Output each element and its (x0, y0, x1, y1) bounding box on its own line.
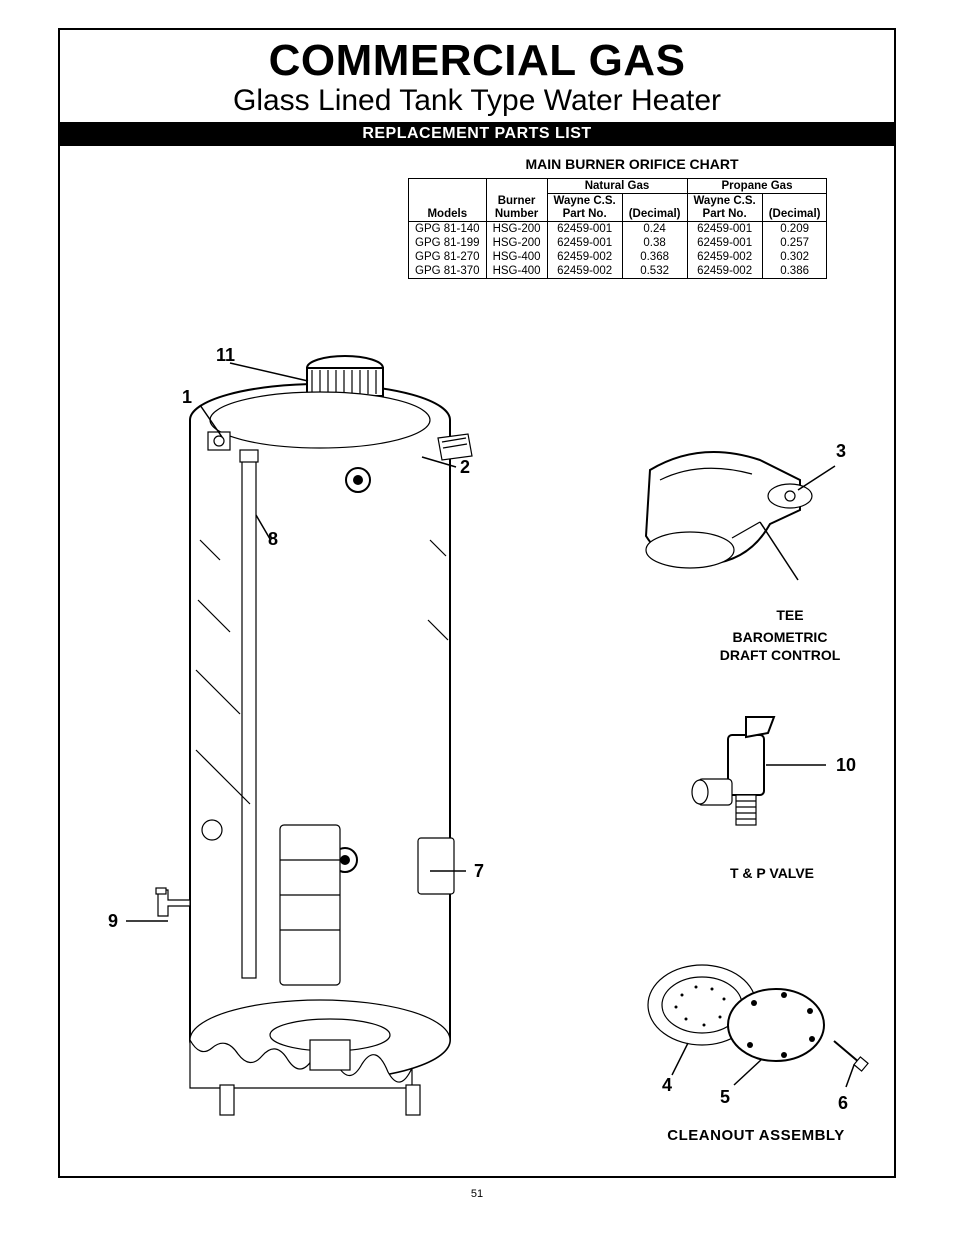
label-baro1: BAROMETRIC (680, 629, 880, 645)
title-sub: Glass Lined Tank Type Water Heater (60, 84, 894, 118)
label-tee: TEE (760, 607, 820, 623)
label-tpvalve: T & P VALVE (672, 865, 872, 881)
page-number: 51 (60, 1188, 894, 1200)
callout-8: 8 (268, 529, 278, 550)
callout-9: 9 (108, 911, 118, 932)
callout-7: 7 (474, 861, 484, 882)
callout-2: 2 (460, 457, 470, 478)
callout-4: 4 (662, 1075, 672, 1096)
label-baro2: DRAFT CONTROL (680, 647, 880, 663)
callout-3: 3 (836, 441, 846, 462)
label-cleanout: CLEANOUT ASSEMBLY (626, 1127, 886, 1144)
callout-6: 6 (838, 1093, 848, 1114)
main-leaders (60, 205, 898, 1185)
section-bar: REPLACEMENT PARTS LIST (60, 122, 894, 146)
col-group-natgas: Natural Gas (547, 179, 687, 194)
title-main: COMMERCIAL GAS (60, 36, 894, 86)
diagram-area: 1 2 3 4 5 6 7 8 9 10 11 TEE BAROMETRIC D… (60, 205, 894, 1176)
chart-title: MAIN BURNER ORIFICE CHART (370, 156, 894, 172)
callout-11: 11 (216, 345, 235, 366)
page-frame: COMMERCIAL GAS Glass Lined Tank Type Wat… (58, 28, 896, 1178)
col-group-propane: Propane Gas (687, 179, 827, 194)
callout-5: 5 (720, 1087, 730, 1108)
callout-10: 10 (836, 755, 856, 776)
callout-1: 1 (182, 387, 192, 408)
